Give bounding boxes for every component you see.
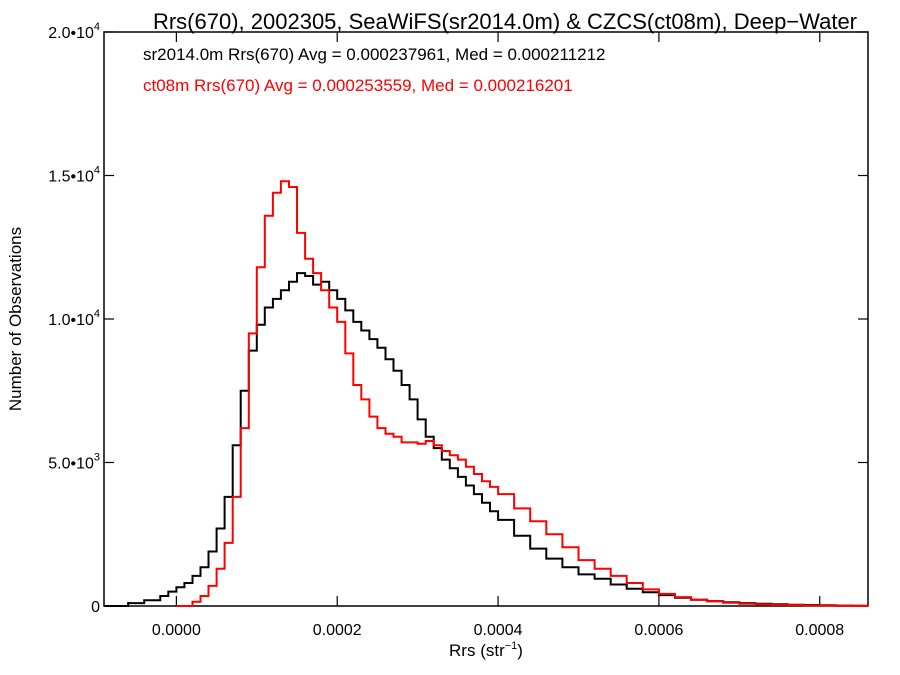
x-axis-label-base: Rrs (str bbox=[449, 641, 505, 660]
y-tick-label-sup: 3 bbox=[94, 452, 100, 464]
x-tick-label: 0.0000 bbox=[152, 622, 201, 639]
plot-frame bbox=[103, 31, 869, 607]
y-tick-label-sup: 4 bbox=[94, 165, 100, 177]
y-tick-label: 0 bbox=[91, 599, 100, 616]
y-axis-label: Number of Observations bbox=[6, 227, 25, 411]
y-tick-label: 1.5•104 bbox=[48, 165, 100, 186]
y-tick-label-base: 2.0•10 bbox=[48, 25, 94, 42]
x-axis-label-sup: −1 bbox=[505, 640, 518, 652]
series-sr2014-line bbox=[104, 272, 869, 607]
series-ct08m-line bbox=[176, 180, 869, 607]
y-tick-label: 2.0•104 bbox=[48, 21, 100, 42]
y-tick-label: 5.0•103 bbox=[48, 452, 100, 473]
series-layer bbox=[104, 180, 869, 607]
x-tick-label: 0.0002 bbox=[313, 622, 362, 639]
x-tick-label: 0.0008 bbox=[795, 622, 844, 639]
y-tick-label-base: 5.0•10 bbox=[48, 456, 94, 473]
chart-title: Rrs(670), 2002305, SeaWiFS(sr2014.0m) & … bbox=[153, 9, 857, 34]
y-tick-label-base: 1.0•10 bbox=[48, 312, 94, 329]
x-tick-label: 0.0006 bbox=[634, 622, 683, 639]
x-axis-label: Rrs (str−1) bbox=[449, 640, 523, 660]
x-tick-label: 0.0004 bbox=[474, 622, 523, 639]
annotation-sr2014-stats: sr2014.0m Rrs(670) Avg = 0.000237961, Me… bbox=[143, 45, 605, 64]
y-tick-label-sup: 4 bbox=[94, 21, 100, 33]
x-axis-label-tail: ) bbox=[517, 641, 523, 660]
annotation-ct08m-stats: ct08m Rrs(670) Avg = 0.000253559, Med = … bbox=[143, 76, 573, 95]
y-tick-label: 1.0•104 bbox=[48, 308, 100, 329]
y-tick-label-base: 1.5•10 bbox=[48, 169, 94, 186]
x-axis-ticks: 0.0000 0.0002 0.0004 0.0006 0.0008 bbox=[152, 32, 844, 639]
y-tick-label-sup: 4 bbox=[94, 308, 100, 320]
y-tick-label-base: 0 bbox=[91, 599, 100, 616]
